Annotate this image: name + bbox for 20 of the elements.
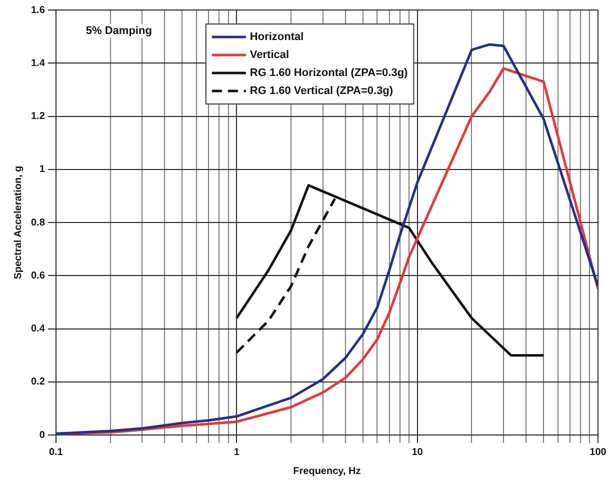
legend-label: RG 1.60 Vertical (ZPA=0.3g) xyxy=(250,85,394,98)
y-tick-label: 1.4 xyxy=(30,58,46,69)
y-axis-title: Spectral Acceleration, g xyxy=(12,166,24,280)
y-tick-label: 0.8 xyxy=(30,217,46,228)
legend-label: RG 1.60 Horizontal (ZPA=0.3g) xyxy=(250,67,408,80)
x-tick-label: 100 xyxy=(590,446,607,458)
y-tick-label: 1.6 xyxy=(30,4,46,16)
y-tick-label: 0.2 xyxy=(30,376,46,388)
y-tick-label: 0 xyxy=(39,430,46,441)
x-tick-label: 1 xyxy=(234,446,240,458)
x-tick-label: 0.1 xyxy=(48,446,64,458)
annotation: 5% Damping xyxy=(86,25,152,38)
legend-label: Vertical xyxy=(250,49,290,62)
legend-label: Horizontal xyxy=(250,31,304,44)
y-tick-label: 0.6 xyxy=(30,270,46,282)
y-tick-label: 1 xyxy=(39,164,46,176)
x-tick-label: 10 xyxy=(412,446,424,458)
y-tick-label: 1.2 xyxy=(30,111,46,122)
y-tick-label: 0.4 xyxy=(30,324,46,334)
x-axis-title: Frequency, Hz xyxy=(293,466,361,477)
